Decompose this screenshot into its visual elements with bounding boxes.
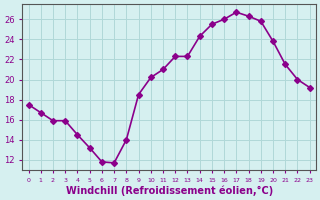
X-axis label: Windchill (Refroidissement éolien,°C): Windchill (Refroidissement éolien,°C) xyxy=(66,185,273,196)
